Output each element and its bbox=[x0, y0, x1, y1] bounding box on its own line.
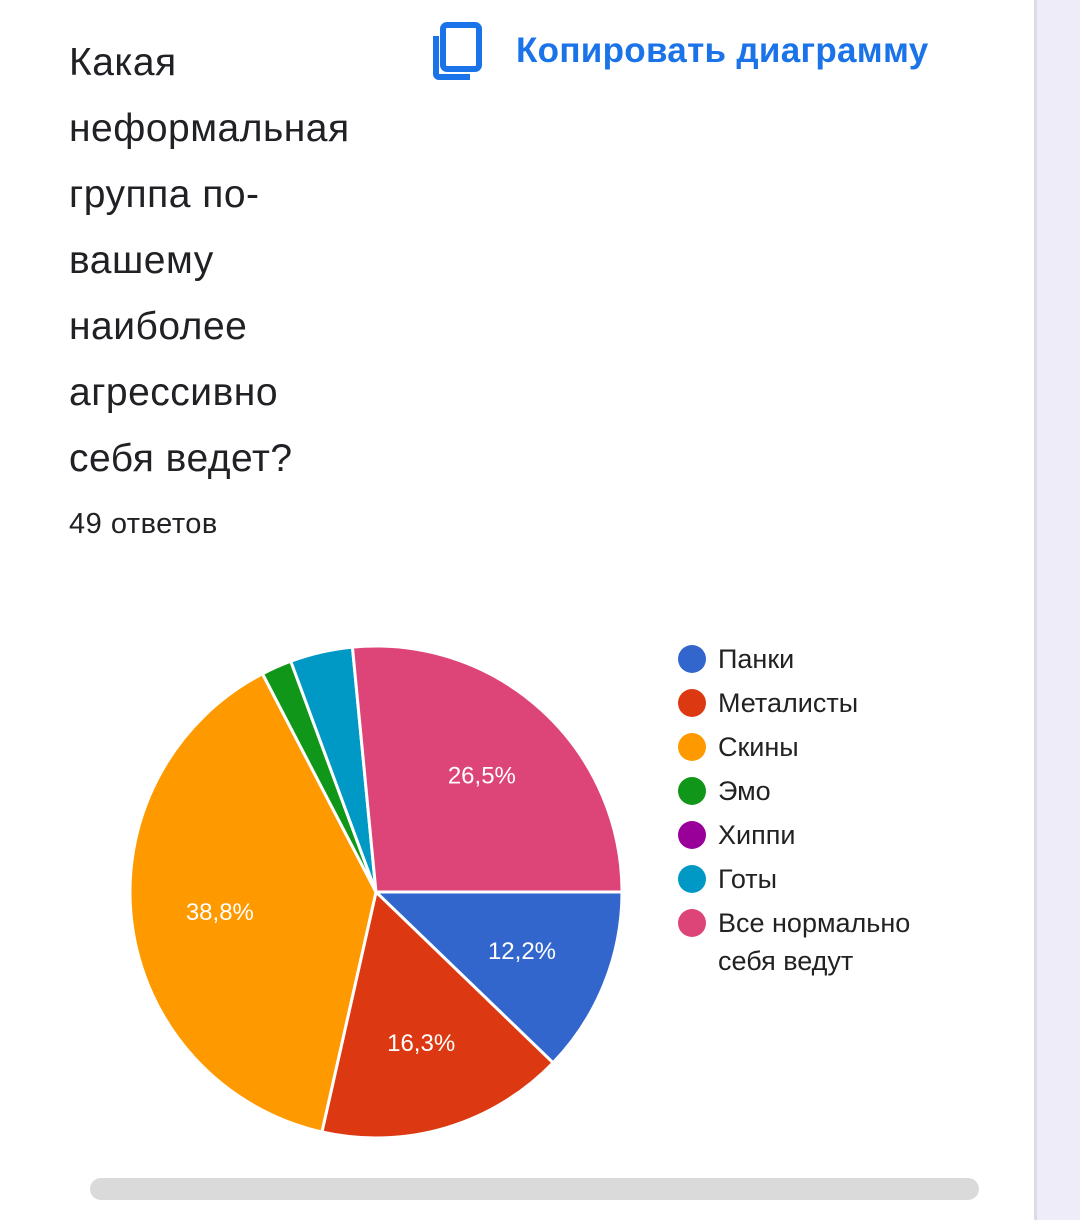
chart-legend: Панки Металисты Скины Эмо Хиппи Готы Все норма… bbox=[678, 640, 928, 976]
side-panel bbox=[1034, 0, 1080, 1220]
legend-swatch bbox=[678, 909, 706, 937]
legend-label: Хиппи bbox=[718, 820, 796, 850]
legend-item[interactable]: Все нормально себя ведут bbox=[678, 904, 928, 976]
legend-swatch bbox=[678, 821, 706, 849]
pie-slice[interactable] bbox=[350, 644, 624, 894]
pie-slice[interactable] bbox=[320, 889, 556, 1140]
copy-chart-button[interactable]: Копировать диаграмму bbox=[432, 22, 928, 80]
slice-label: 26,5% bbox=[448, 762, 516, 789]
responses-count: 49 ответов bbox=[69, 508, 218, 540]
pie-slice[interactable] bbox=[128, 671, 378, 1134]
copy-chart-label: Копировать диаграмму bbox=[516, 31, 929, 70]
question-card: Какая неформальная группа по-вашему наиб… bbox=[69, 22, 979, 1200]
legend-swatch bbox=[678, 733, 706, 761]
legend-item[interactable]: Панки bbox=[678, 640, 928, 684]
legend-item[interactable]: Эмо bbox=[678, 772, 928, 816]
horizontal-scrollbar[interactable] bbox=[90, 1178, 979, 1200]
legend-label: Эмо bbox=[718, 776, 771, 806]
pie-slice[interactable] bbox=[372, 890, 624, 1065]
slice-label: 16,3% bbox=[387, 1030, 455, 1057]
slice-label: 38,8% bbox=[186, 899, 254, 926]
legend-item[interactable]: Скины bbox=[678, 728, 928, 772]
question-title: Какая неформальная группа по-вашему наиб… bbox=[69, 41, 350, 480]
legend-swatch bbox=[678, 689, 706, 717]
legend-label: Скины bbox=[718, 732, 799, 762]
slice-label: 12,2% bbox=[488, 938, 556, 965]
legend-item[interactable]: Хиппи bbox=[678, 816, 928, 860]
legend-swatch bbox=[678, 645, 706, 673]
pie-chart: 12,2% 16,3% 38,8% 26,5% bbox=[128, 644, 624, 1140]
copy-icon bbox=[433, 22, 482, 80]
legend-label: Панки bbox=[718, 644, 795, 674]
legend-item[interactable]: Металисты bbox=[678, 684, 928, 728]
legend-label: Готы bbox=[718, 864, 778, 894]
legend-item[interactable]: Готы bbox=[678, 860, 928, 904]
legend-swatch bbox=[678, 777, 706, 805]
legend-swatch bbox=[678, 865, 706, 893]
legend-label: Все нормально себя ведут bbox=[718, 908, 911, 976]
legend-label: Металисты bbox=[718, 688, 859, 718]
